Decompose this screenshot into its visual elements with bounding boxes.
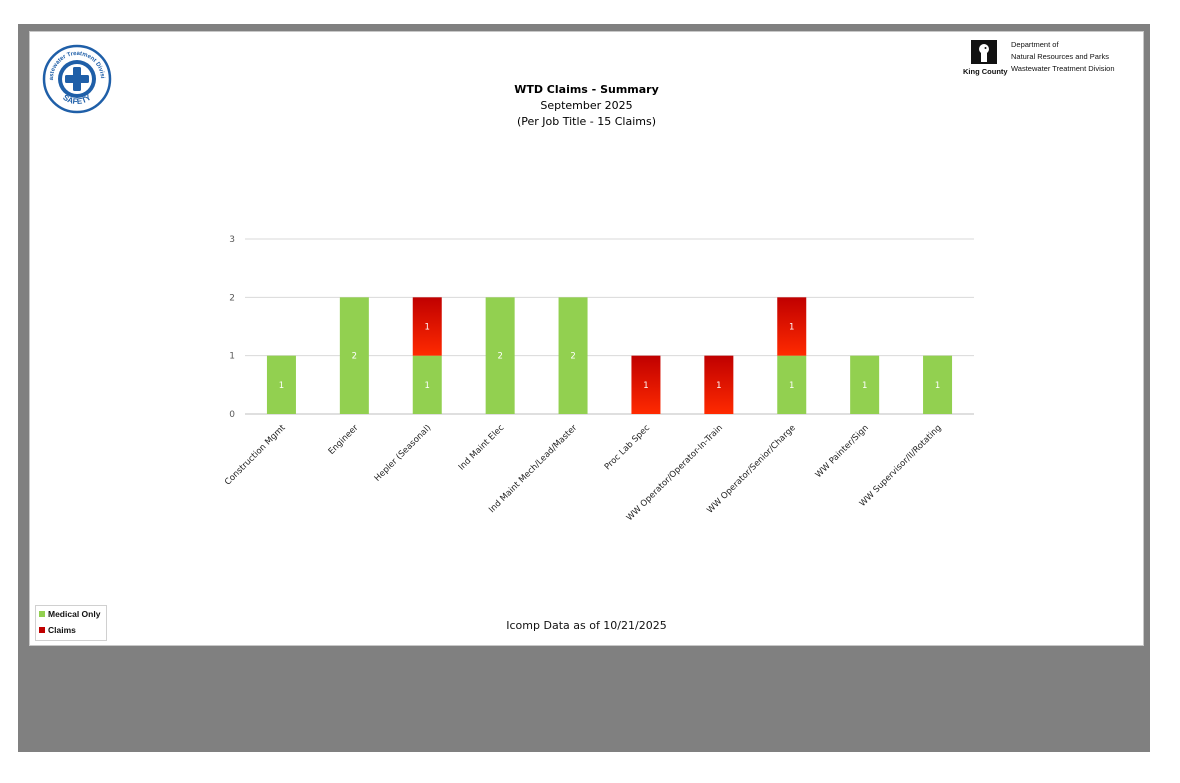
- chart-heading: WTD Claims - Summary September 2025 (Per…: [30, 83, 1143, 128]
- bar-medical-only: [485, 297, 515, 414]
- bar-medical-only: [850, 355, 880, 414]
- bar-data-label: 1: [862, 381, 867, 391]
- x-tick-label: Engineer: [327, 423, 361, 457]
- x-tick-label: Ind Maint Mech/Lead/Master: [487, 423, 579, 515]
- safety-seal-logo-icon: Wastewater Treatment Division SAFETY: [42, 44, 112, 114]
- bar-medical-only: [558, 297, 588, 414]
- bar-claims: [631, 355, 661, 414]
- y-tick-label: 3: [229, 235, 235, 245]
- bar-data-label: 1: [789, 323, 794, 333]
- kc-department-line-2: Natural Resources and Parks: [1011, 52, 1109, 61]
- bar-data-label: 1: [935, 381, 940, 391]
- bar-medical-only: [266, 355, 296, 414]
- legend-label-claims: Claims: [48, 625, 76, 635]
- legend-label-medical-only: Medical Only: [48, 609, 101, 619]
- bar-claims: [412, 297, 442, 356]
- bar-medical-only: [339, 297, 369, 414]
- chart-slide: Wastewater Treatment Division SAFETY Kin…: [29, 31, 1144, 646]
- y-tick-label: 1: [229, 352, 235, 362]
- chart-subtitle-count: (Per Job Title - 15 Claims): [516, 115, 657, 128]
- legend-swatch-medical-only: [39, 611, 45, 617]
- y-tick-label: 2: [229, 293, 235, 303]
- x-tick-label: WW Supervisor/II/Rotating: [858, 423, 944, 509]
- bar-data-label: 1: [789, 381, 794, 391]
- bar-medical-only: [412, 355, 442, 414]
- bar-data-label: 1: [643, 381, 648, 391]
- x-tick-label: WW Painter/Sign: [814, 423, 871, 480]
- chart-subtitle-month: September 2025: [540, 99, 633, 112]
- chart-legend: Medical Only Claims: [35, 605, 107, 641]
- bar-data-label: 1: [425, 381, 430, 391]
- legend-swatch-claims: [39, 627, 45, 633]
- x-tick-label: Hepler (Seasonal): [373, 423, 434, 484]
- x-tick-label: Proc Lab Spec: [603, 423, 652, 472]
- king-county-logo-icon: [971, 40, 997, 64]
- chart-title: WTD Claims - Summary: [514, 83, 659, 96]
- svg-text:SAFETY: SAFETY: [61, 93, 93, 107]
- bar-medical-only: [923, 355, 953, 414]
- bar-claims: [704, 355, 734, 414]
- king-county-brand: King County: [963, 67, 1008, 76]
- bar-medical-only: [777, 355, 807, 414]
- x-tick-label: Construction Mgmt: [223, 423, 288, 488]
- legend-item-medical-only: Medical Only: [36, 606, 106, 622]
- bar-data-label: 2: [352, 352, 357, 362]
- bar-data-label: 1: [425, 323, 430, 333]
- kc-department-line-3: Wastewater Treatment Division: [1011, 64, 1115, 73]
- legend-item-claims: Claims: [36, 622, 106, 638]
- stacked-bar-chart: 0 1 2 3 1 Construction Mgmt 2 Engineer 1 1 Hepler …: [223, 235, 974, 523]
- slide-frame: Wastewater Treatment Division SAFETY Kin…: [18, 24, 1150, 752]
- bar-claims: [777, 297, 807, 356]
- bar-data-label: 2: [570, 352, 575, 362]
- kc-department-line-1: Department of: [1011, 40, 1059, 49]
- bar-data-label: 1: [279, 381, 284, 391]
- logo-ring-text-bottom: SAFETY: [61, 93, 93, 107]
- x-tick-label: WW Operator/Senior/Charge: [705, 423, 798, 516]
- y-tick-label: 0: [229, 410, 235, 420]
- bar-data-label: 1: [716, 381, 721, 391]
- data-as-of-footer: Icomp Data as of 10/21/2025: [506, 619, 667, 632]
- x-tick-label: Ind Maint Elec: [457, 423, 507, 473]
- bar-data-label: 2: [497, 352, 502, 362]
- king-county-logo: King County Department of Natural Resour…: [963, 38, 1133, 82]
